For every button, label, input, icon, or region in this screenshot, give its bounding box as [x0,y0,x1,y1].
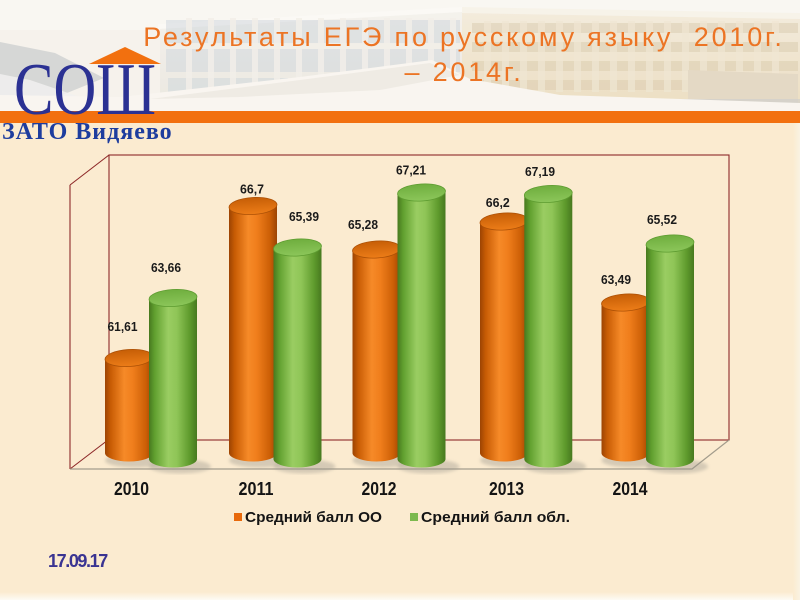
svg-text:66,7: 66,7 [240,182,264,197]
svg-text:66,2: 66,2 [486,195,510,210]
svg-text:2010: 2010 [114,479,149,499]
svg-text:65,28: 65,28 [348,217,378,232]
svg-text:2012: 2012 [362,479,397,499]
svg-text:63,66: 63,66 [151,260,181,275]
svg-text:61,61: 61,61 [108,319,138,334]
svg-text:67,19: 67,19 [525,164,555,179]
svg-text:2011: 2011 [239,479,274,499]
svg-text:65,39: 65,39 [289,209,319,224]
svg-text:Средний балл ОО: Средний балл ОО [245,509,382,526]
svg-text:63,49: 63,49 [601,272,631,287]
svg-text:2014: 2014 [613,479,648,499]
svg-text:Средний балл обл.: Средний балл обл. [421,509,570,526]
svg-text:65,52: 65,52 [647,212,677,227]
svg-text:67,21: 67,21 [396,163,426,178]
svg-text:2013: 2013 [489,479,524,499]
